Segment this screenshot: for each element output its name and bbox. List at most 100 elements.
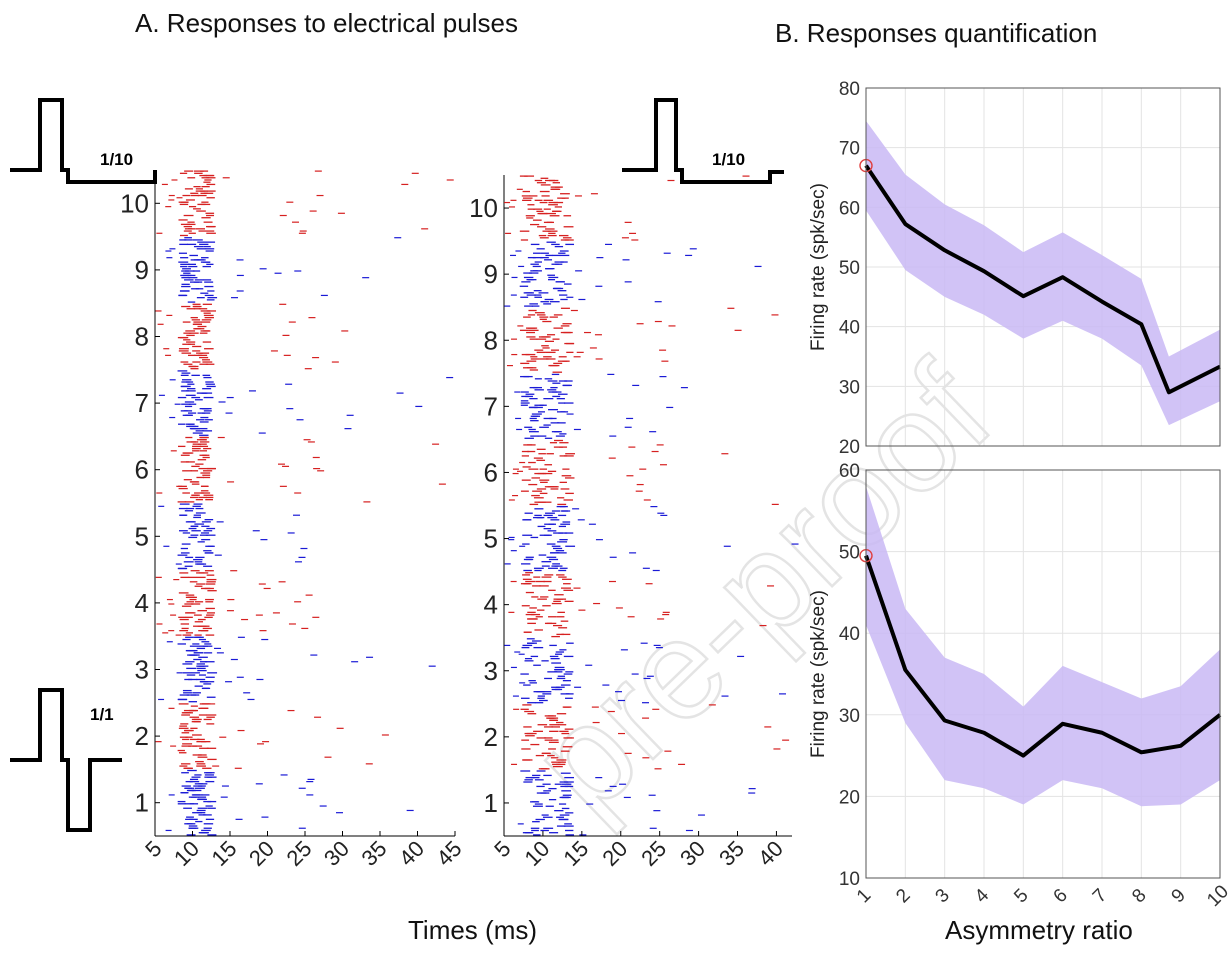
- spike-group-8: [155, 303, 349, 370]
- x-tick-label: 1: [853, 885, 875, 907]
- confidence-band: [866, 486, 1220, 807]
- panel-a-heading: A. Responses to electrical pulses: [135, 8, 518, 38]
- mean-line: [864, 164, 1221, 395]
- panel-b-x-axis-title: Asymmetry ratio: [945, 915, 1133, 945]
- spike-group-2: [511, 704, 790, 770]
- spike-group-5: [504, 505, 799, 572]
- x-tick-label: 15: [207, 836, 242, 871]
- y-axis-label: Firing rate (spk/sec): [808, 183, 829, 351]
- y-tick-label: 1: [135, 788, 149, 818]
- y-tick-label: 2: [135, 721, 149, 751]
- y-tick-label: 50: [839, 258, 860, 279]
- y-tick-label: 30: [839, 706, 860, 727]
- y-tick-label: 10: [469, 193, 498, 223]
- line-plot-top: 20 30 40 50 60 70 80 Firing rate (spk/sec): [808, 79, 1221, 458]
- spike-group-9: [165, 237, 402, 303]
- y-tick-label: 80: [839, 79, 860, 100]
- confidence-band: [866, 120, 1220, 426]
- x-tick-label: 5: [489, 836, 515, 862]
- x-tick-label: 10: [1203, 881, 1228, 911]
- y-tick-label: 3: [484, 656, 498, 686]
- x-tick-label: 20: [597, 836, 632, 871]
- x-tick-label: 7: [1089, 885, 1111, 907]
- line-plot-bottom: 10 20 30 40 50 60 Firing rate (spk/sec) 1 2 3 4 5 6 7…: [808, 461, 1228, 911]
- spike-group-3: [158, 636, 436, 703]
- plot-frame: [865, 469, 1221, 879]
- x-tick-label: 25: [282, 836, 317, 871]
- y-tick-label: 7: [135, 388, 149, 418]
- y-axis-label: Firing rate (spk/sec): [808, 590, 829, 758]
- x-tick-label: 40: [394, 836, 429, 871]
- spike-group-10: [156, 170, 454, 237]
- spike-group-3: [504, 638, 787, 704]
- y-tick-label: 8: [135, 322, 149, 352]
- y-tick-label: 20: [839, 437, 860, 458]
- y-tick-label: 10: [120, 188, 149, 218]
- x-tick-label: 40: [753, 836, 788, 871]
- x-tick-label: 25: [636, 836, 671, 871]
- panel-b-heading: B. Responses quantification: [775, 18, 1098, 48]
- plot-frame: [865, 87, 1221, 447]
- x-tick-label: 9: [1168, 885, 1190, 907]
- y-tick-label: 20: [839, 787, 860, 808]
- y-tick-label: 30: [839, 377, 860, 398]
- y-tick-label: 9: [484, 259, 498, 289]
- spike-group-9: [504, 241, 762, 307]
- x-tick-label: 30: [319, 836, 354, 871]
- pulse-label-right: 1/10: [712, 150, 746, 169]
- spike-group-6: [508, 439, 779, 506]
- x-tick-label: 35: [357, 836, 392, 871]
- panel-a-x-axis-title: Times (ms): [408, 915, 538, 945]
- spike-group-1: [165, 769, 414, 836]
- y-tick-label: 5: [135, 521, 149, 551]
- pulse-waveform-left-top: [10, 98, 157, 184]
- spike-group-5: [158, 503, 308, 570]
- x-tick-label: 5: [1010, 885, 1032, 907]
- y-tick-label: 60: [839, 198, 860, 219]
- y-tick-label: 3: [135, 655, 149, 685]
- spike-group-7: [158, 370, 454, 436]
- y-tick-label: 10: [839, 869, 860, 890]
- x-tick-label: 30: [675, 836, 710, 871]
- spike-group-8: [506, 307, 779, 373]
- y-tick-label: 4: [484, 590, 498, 620]
- x-tick-label: 20: [244, 836, 279, 871]
- x-tick-label: 15: [558, 836, 593, 871]
- spike-group-7: [514, 373, 688, 439]
- y-tick-label: 5: [484, 524, 498, 554]
- y-tick-label: 50: [839, 543, 860, 564]
- y-tick-label: 9: [135, 255, 149, 285]
- spike-group-2: [155, 703, 389, 769]
- y-tick-label: 8: [484, 325, 498, 355]
- y-tick-label: 4: [135, 588, 149, 618]
- spike-group-4: [508, 572, 775, 638]
- x-tick-label: 10: [519, 836, 554, 871]
- y-tick-label: 60: [839, 461, 860, 482]
- spike-group-4: [155, 570, 320, 636]
- x-tick-label: 3: [932, 885, 954, 907]
- y-tick-label: 6: [135, 455, 149, 485]
- y-tick-label: 2: [484, 722, 498, 752]
- mean-line: [864, 555, 1222, 758]
- y-tick-label: 6: [484, 457, 498, 487]
- y-tick-label: 1: [484, 788, 498, 818]
- x-tick-label: 5: [140, 836, 166, 862]
- pulse-waveform-right: [622, 98, 784, 184]
- y-tick-label: 40: [839, 624, 860, 645]
- x-tick-label: 45: [432, 836, 467, 871]
- x-tick-label: 10: [169, 836, 204, 871]
- pulse-waveforms: [10, 98, 784, 832]
- pulse-label-left-top: 1/10: [100, 150, 134, 169]
- pulse-label-left-bottom: 1/1: [90, 705, 114, 724]
- pulse-waveform-left-bottom: [10, 688, 122, 832]
- y-tick-label: 40: [839, 318, 860, 339]
- x-tick-label: 6: [1050, 885, 1072, 907]
- spike-group-6: [156, 436, 446, 503]
- y-tick-label: 70: [839, 139, 860, 160]
- spike-group-1: [517, 770, 756, 836]
- spike-group-10: [504, 175, 750, 241]
- x-tick-label: 4: [971, 885, 994, 908]
- x-tick-label: 35: [714, 836, 749, 871]
